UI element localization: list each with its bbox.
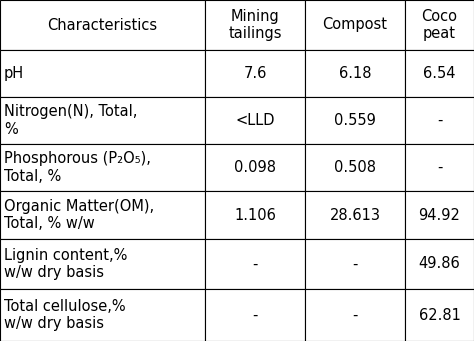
Bar xyxy=(0,144,205,191)
Text: -: - xyxy=(437,113,442,128)
Text: Coco
peat: Coco peat xyxy=(421,9,457,41)
Bar xyxy=(305,191,405,239)
Text: -: - xyxy=(437,160,442,175)
Text: Phosphorous (P₂O₅),
Total, %: Phosphorous (P₂O₅), Total, % xyxy=(4,151,151,184)
Bar xyxy=(305,144,405,191)
Bar xyxy=(0,0,205,50)
Text: -: - xyxy=(252,256,258,271)
Bar xyxy=(405,0,474,50)
Text: 0.098: 0.098 xyxy=(234,160,276,175)
Bar xyxy=(305,289,405,341)
Text: 7.6: 7.6 xyxy=(243,66,267,81)
Bar xyxy=(205,0,305,50)
Bar xyxy=(405,191,474,239)
Text: pH: pH xyxy=(4,66,24,81)
Text: 0.559: 0.559 xyxy=(334,113,376,128)
Text: -: - xyxy=(252,308,258,323)
Text: Nitrogen(N), Total,
%: Nitrogen(N), Total, % xyxy=(4,104,137,137)
Bar xyxy=(205,144,305,191)
Bar xyxy=(0,191,205,239)
Bar xyxy=(0,97,205,144)
Bar xyxy=(305,239,405,289)
Bar xyxy=(405,97,474,144)
Text: 62.81: 62.81 xyxy=(419,308,460,323)
Bar xyxy=(0,289,205,341)
Bar xyxy=(405,144,474,191)
Text: Organic Matter(OM),
Total, % w/w: Organic Matter(OM), Total, % w/w xyxy=(4,199,154,231)
Text: 94.92: 94.92 xyxy=(419,208,460,222)
Text: Total cellulose,%
w/w dry basis: Total cellulose,% w/w dry basis xyxy=(4,299,126,331)
Bar xyxy=(205,191,305,239)
Bar xyxy=(205,239,305,289)
Bar xyxy=(405,289,474,341)
Bar xyxy=(0,239,205,289)
Bar xyxy=(0,50,205,97)
Text: 1.106: 1.106 xyxy=(234,208,276,222)
Bar xyxy=(205,50,305,97)
Text: Characteristics: Characteristics xyxy=(47,17,157,32)
Text: 6.18: 6.18 xyxy=(339,66,371,81)
Bar xyxy=(305,50,405,97)
Bar xyxy=(405,50,474,97)
Bar xyxy=(205,97,305,144)
Text: Lignin content,%
w/w dry basis: Lignin content,% w/w dry basis xyxy=(4,248,128,280)
Text: Compost: Compost xyxy=(322,17,388,32)
Text: -: - xyxy=(352,256,358,271)
Bar xyxy=(305,97,405,144)
Text: 6.54: 6.54 xyxy=(423,66,456,81)
Bar xyxy=(405,239,474,289)
Text: <LLD: <LLD xyxy=(235,113,275,128)
Text: 49.86: 49.86 xyxy=(419,256,460,271)
Text: Mining
tailings: Mining tailings xyxy=(228,9,282,41)
Text: 0.508: 0.508 xyxy=(334,160,376,175)
Text: 28.613: 28.613 xyxy=(329,208,381,222)
Bar xyxy=(205,289,305,341)
Bar xyxy=(305,0,405,50)
Text: -: - xyxy=(352,308,358,323)
